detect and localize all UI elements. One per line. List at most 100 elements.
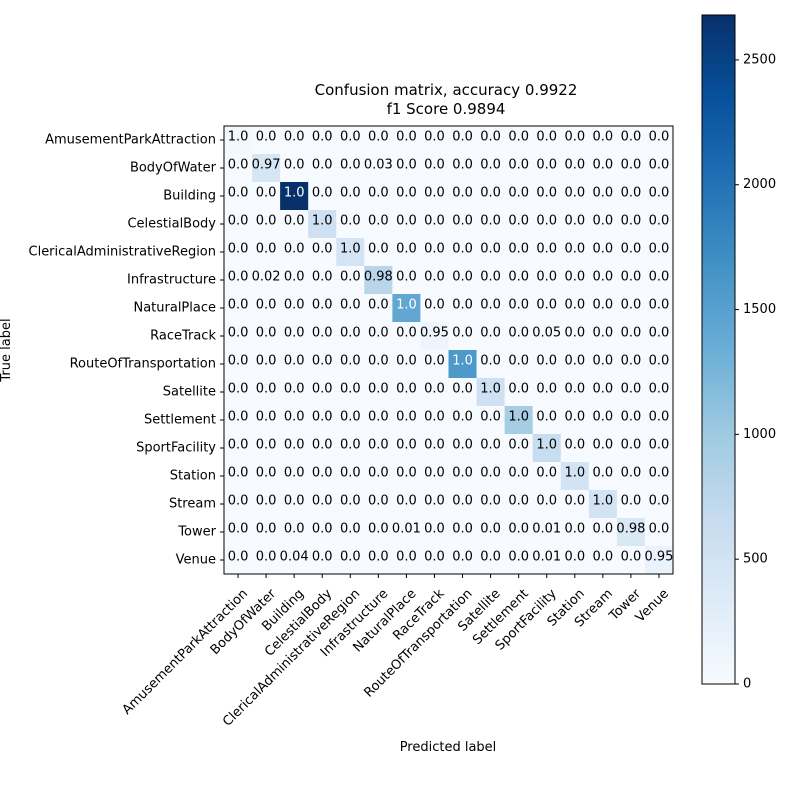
- cell-annotation: 0.0: [621, 242, 642, 257]
- cell-annotation: 0.0: [564, 242, 585, 257]
- matrix-cell: [644, 238, 674, 267]
- matrix-cell: [336, 322, 365, 351]
- matrix-cell: [448, 462, 478, 491]
- matrix-cell: [616, 378, 646, 407]
- matrix-cell: [616, 238, 646, 267]
- cell-annotation: 0.0: [621, 214, 642, 229]
- matrix-cell: [224, 462, 253, 491]
- cell-annotation: 0.02: [252, 270, 281, 285]
- matrix-cell: [336, 154, 365, 183]
- cell-annotation: 0.0: [593, 354, 614, 369]
- matrix-cell: [588, 406, 618, 435]
- cell-annotation: 0.0: [593, 242, 614, 257]
- matrix-cell: [364, 434, 393, 463]
- cell-annotation: 0.0: [536, 214, 557, 229]
- cell-annotation: 0.0: [508, 438, 529, 453]
- cell-annotation: 0.0: [312, 522, 333, 537]
- matrix-cell: [560, 434, 590, 463]
- matrix-cell: [336, 546, 365, 575]
- matrix-cell: [616, 266, 646, 295]
- matrix-cell: [308, 546, 337, 575]
- cell-annotation: 0.0: [424, 130, 445, 145]
- matrix-cell: [476, 266, 506, 295]
- cell-annotation: 0.0: [312, 494, 333, 509]
- chart-subtitle: f1 Score 0.9894: [387, 100, 506, 118]
- matrix-cell: [392, 378, 421, 407]
- cell-annotation: 0.0: [424, 550, 445, 565]
- cell-annotation: 0.0: [228, 214, 249, 229]
- matrix-cell: [532, 154, 562, 183]
- matrix-cell: [308, 238, 337, 267]
- matrix-cell: [616, 462, 646, 491]
- cell-annotation: 0.0: [649, 270, 670, 285]
- matrix-cell: [560, 546, 590, 575]
- matrix-cell: [252, 350, 281, 379]
- cell-annotation: 0.0: [480, 438, 501, 453]
- matrix-cell: [588, 378, 618, 407]
- matrix-cell: [364, 518, 393, 547]
- matrix-cell: [392, 126, 421, 155]
- matrix-cell: [476, 238, 506, 267]
- cell-annotation: 0.0: [312, 130, 333, 145]
- cell-annotation: 0.0: [564, 270, 585, 285]
- matrix-cell: [420, 490, 449, 519]
- matrix-cell: [476, 182, 506, 211]
- matrix-cell: [532, 546, 562, 575]
- matrix-cell: [448, 182, 478, 211]
- matrix-cell: [224, 490, 253, 519]
- matrix-cell: [252, 182, 281, 211]
- cell-annotation: 0.0: [621, 410, 642, 425]
- colorbar: [701, 14, 736, 685]
- cell-annotation: 0.0: [396, 494, 417, 509]
- matrix-cell: [448, 126, 478, 155]
- matrix-cell: [504, 182, 534, 211]
- cell-annotation: 0.0: [228, 158, 249, 173]
- cell-annotation: 0.0: [593, 326, 614, 341]
- cell-annotation: 0.0: [452, 298, 473, 313]
- cell-annotation: 0.0: [536, 466, 557, 481]
- matrix-cell: [476, 154, 506, 183]
- matrix-cell: [252, 434, 281, 463]
- matrix-cell: [420, 406, 449, 435]
- cell-annotation: 0.0: [312, 242, 333, 257]
- matrix-cell: [588, 154, 618, 183]
- matrix-cell: [420, 546, 449, 575]
- matrix-cell: [308, 378, 337, 407]
- matrix-cell: [532, 126, 562, 155]
- cell-annotation: 0.0: [621, 186, 642, 201]
- cell-annotation: 0.0: [312, 410, 333, 425]
- matrix-cell: [364, 182, 393, 211]
- cell-annotation: 0.0: [621, 494, 642, 509]
- cell-annotation: 0.0: [340, 130, 361, 145]
- colorbar-tick-label: 2500: [743, 52, 776, 67]
- matrix-cell: [476, 546, 506, 575]
- matrix-cell: [308, 434, 337, 463]
- matrix-cell: [280, 238, 309, 267]
- matrix-cell: [588, 434, 618, 463]
- matrix-cell: [224, 546, 253, 575]
- cell-annotation: 0.0: [340, 354, 361, 369]
- matrix-cell: [336, 294, 365, 323]
- matrix-cell: [644, 490, 674, 519]
- cell-annotation: 0.0: [312, 354, 333, 369]
- cell-annotation: 0.0: [256, 354, 277, 369]
- matrix-cell: [224, 434, 253, 463]
- matrix-cell: [392, 238, 421, 267]
- matrix-cell: [224, 378, 253, 407]
- cell-annotation: 0.0: [340, 158, 361, 173]
- matrix-cell: [588, 462, 618, 491]
- cell-annotation: 0.0: [508, 466, 529, 481]
- matrix-cell: [616, 434, 646, 463]
- cell-annotation: 0.0: [284, 382, 305, 397]
- cell-annotation: 0.0: [508, 382, 529, 397]
- matrix-cell: [392, 546, 421, 575]
- cell-annotation: 0.0: [368, 130, 389, 145]
- cell-annotation: 0.0: [452, 326, 473, 341]
- cell-annotation: 0.0: [256, 382, 277, 397]
- matrix-cell: [224, 518, 253, 547]
- cell-annotation: 0.0: [452, 270, 473, 285]
- matrix-cell: [476, 378, 506, 407]
- cell-annotation: 0.0: [649, 522, 670, 537]
- matrix-cell: [308, 266, 337, 295]
- cell-annotation: 0.0: [452, 186, 473, 201]
